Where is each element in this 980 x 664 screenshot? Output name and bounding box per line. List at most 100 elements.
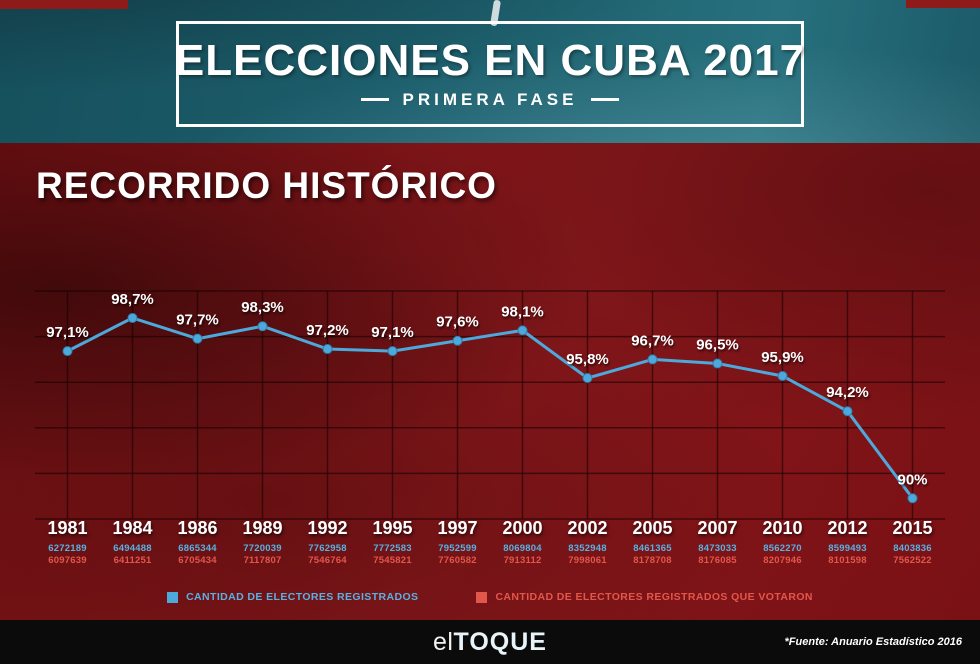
data-point-label: 97,6% [436,314,479,331]
data-point [582,373,593,384]
data-point [517,325,528,336]
year-label: 1989 [242,518,283,538]
data-point [712,358,723,369]
data-point-label: 96,7% [631,332,674,349]
registered-count: 8562270 [763,543,802,554]
year-column: 1995 7772583 7545821 [360,518,425,568]
year-label: 1995 [372,518,413,538]
year-column: 1984 6494488 6411251 [100,518,165,568]
voted-count: 6097639 [48,555,87,567]
voted-count: 7546764 [308,555,347,567]
year-column: 1989 7720039 7117807 [230,518,295,568]
footer-bar: elTOQUE *Fuente: Anuario Estadístico 201… [0,620,980,664]
year-column: 1992 7762958 7546764 [295,518,360,568]
year-column: 1981 6272189 6097639 [35,518,100,568]
year-label: 1981 [47,518,88,538]
data-point-label: 95,8% [566,351,609,368]
year-label: 2015 [892,518,933,538]
registered-count: 6865344 [178,543,217,554]
header-band: ELECCIONES EN CUBA 2017 PRIMERA FASE [0,0,980,143]
registered-count: 8599493 [828,543,867,554]
subtitle-text: PRIMERA FASE [402,89,578,109]
blue-swatch-icon [167,591,179,603]
data-point-label: 96,5% [696,337,739,354]
chart-legend: CANTIDAD DE ELECTORES REGISTRADOS CANTID… [0,591,980,603]
voted-count: 8176085 [698,555,737,567]
year-column: 2015 8403836 7562522 [880,518,945,568]
section-title: RECORRIDO HISTÓRICO [36,165,497,206]
registered-count: 7762958 [308,543,347,554]
logo-prefix: el [433,627,454,656]
title-box: ELECCIONES EN CUBA 2017 PRIMERA FASE [174,21,806,127]
subtitle-dash-left [360,98,389,101]
data-point [907,493,918,504]
registered-count: 7952599 [438,543,477,554]
subtitle-dash-right [591,98,620,101]
voted-count: 6411251 [113,555,152,567]
registered-count: 7720039 [243,543,282,554]
year-column: 2000 8069804 7913112 [490,518,555,568]
year-label: 2005 [632,518,673,538]
year-label: 1984 [112,518,153,538]
red-swatch-icon [476,591,488,603]
data-point [647,354,658,365]
logo-main: TOQUE [453,627,547,656]
data-point-label: 94,2% [826,384,869,401]
corner-red-strip-right [906,0,980,8]
data-point [842,406,853,417]
data-point-label: 97,2% [306,322,349,339]
data-point-label: 90% [897,471,927,488]
data-point-label: 97,1% [46,324,89,341]
data-point-label: 98,3% [241,299,284,316]
registered-count: 8352948 [568,543,607,554]
voted-count: 8101598 [828,555,867,567]
voted-count: 7545821 [373,555,412,567]
voted-count: 7117807 [243,555,282,567]
chart-section: RECORRIDO HISTÓRICO 97,1% 98,7% 97,7% 98,3%… [0,143,980,620]
year-column: 2012 8599493 8101598 [815,518,880,568]
registered-count: 8069804 [503,543,542,554]
year-label: 1997 [437,518,478,538]
legend-registered-label: CANTIDAD DE ELECTORES REGISTRADOS [186,591,419,603]
data-point-label: 95,9% [761,349,804,366]
corner-red-strip-left [0,0,128,9]
year-label: 2012 [827,518,868,538]
data-point [322,344,333,355]
line-chart-svg: 97,1% 98,7% 97,7% 98,3% 97,2% 97,1% 97,6% 98,1%… [35,290,945,520]
data-point [127,312,138,323]
registered-count: 8473033 [698,543,737,554]
voted-count: 7760582 [438,555,477,567]
voted-count: 6705434 [178,555,217,567]
year-label: 2010 [762,518,803,538]
legend-item-registered: CANTIDAD DE ELECTORES REGISTRADOS [167,591,418,603]
voted-count: 7562522 [893,555,932,567]
legend-voted-label: CANTIDAD DE ELECTORES REGISTRADOS QUE VO… [495,591,813,603]
data-point [387,346,398,357]
data-point-label: 98,7% [111,291,154,308]
data-point [777,370,788,381]
year-column: 2007 8473033 8176085 [685,518,750,568]
year-label: 1986 [177,518,218,538]
data-point-label: 97,1% [371,324,414,341]
year-column: 1997 7952599 7760582 [425,518,490,568]
year-column: 2010 8562270 8207946 [750,518,815,568]
year-column: 1986 6865344 6705434 [165,518,230,568]
registered-count: 6272189 [48,543,87,554]
registered-count: 6494488 [113,543,152,554]
data-point [62,346,73,357]
participation-line [66,316,914,500]
registered-count: 8461365 [633,543,672,554]
data-point-label: 97,7% [176,312,219,329]
poster-title: ELECCIONES EN CUBA 2017 [174,35,806,85]
legend-item-voted: CANTIDAD DE ELECTORES REGISTRADOS QUE VO… [476,591,813,603]
poster-subtitle: PRIMERA FASE [360,89,620,110]
data-point [452,335,463,346]
data-point-label: 98,1% [501,303,544,320]
voted-count: 8207946 [763,555,802,567]
source-note: *Fuente: Anuario Estadístico 2016 [784,636,962,648]
participation-line-chart: 97,1% 98,7% 97,7% 98,3% 97,2% 97,1% 97,6% 98,1%… [35,261,945,531]
voted-count: 7998061 [568,555,607,567]
years-table: 1981 6272189 6097639 1984 6494488 6411251 1986… [35,518,945,568]
registered-count: 7772583 [373,543,412,554]
